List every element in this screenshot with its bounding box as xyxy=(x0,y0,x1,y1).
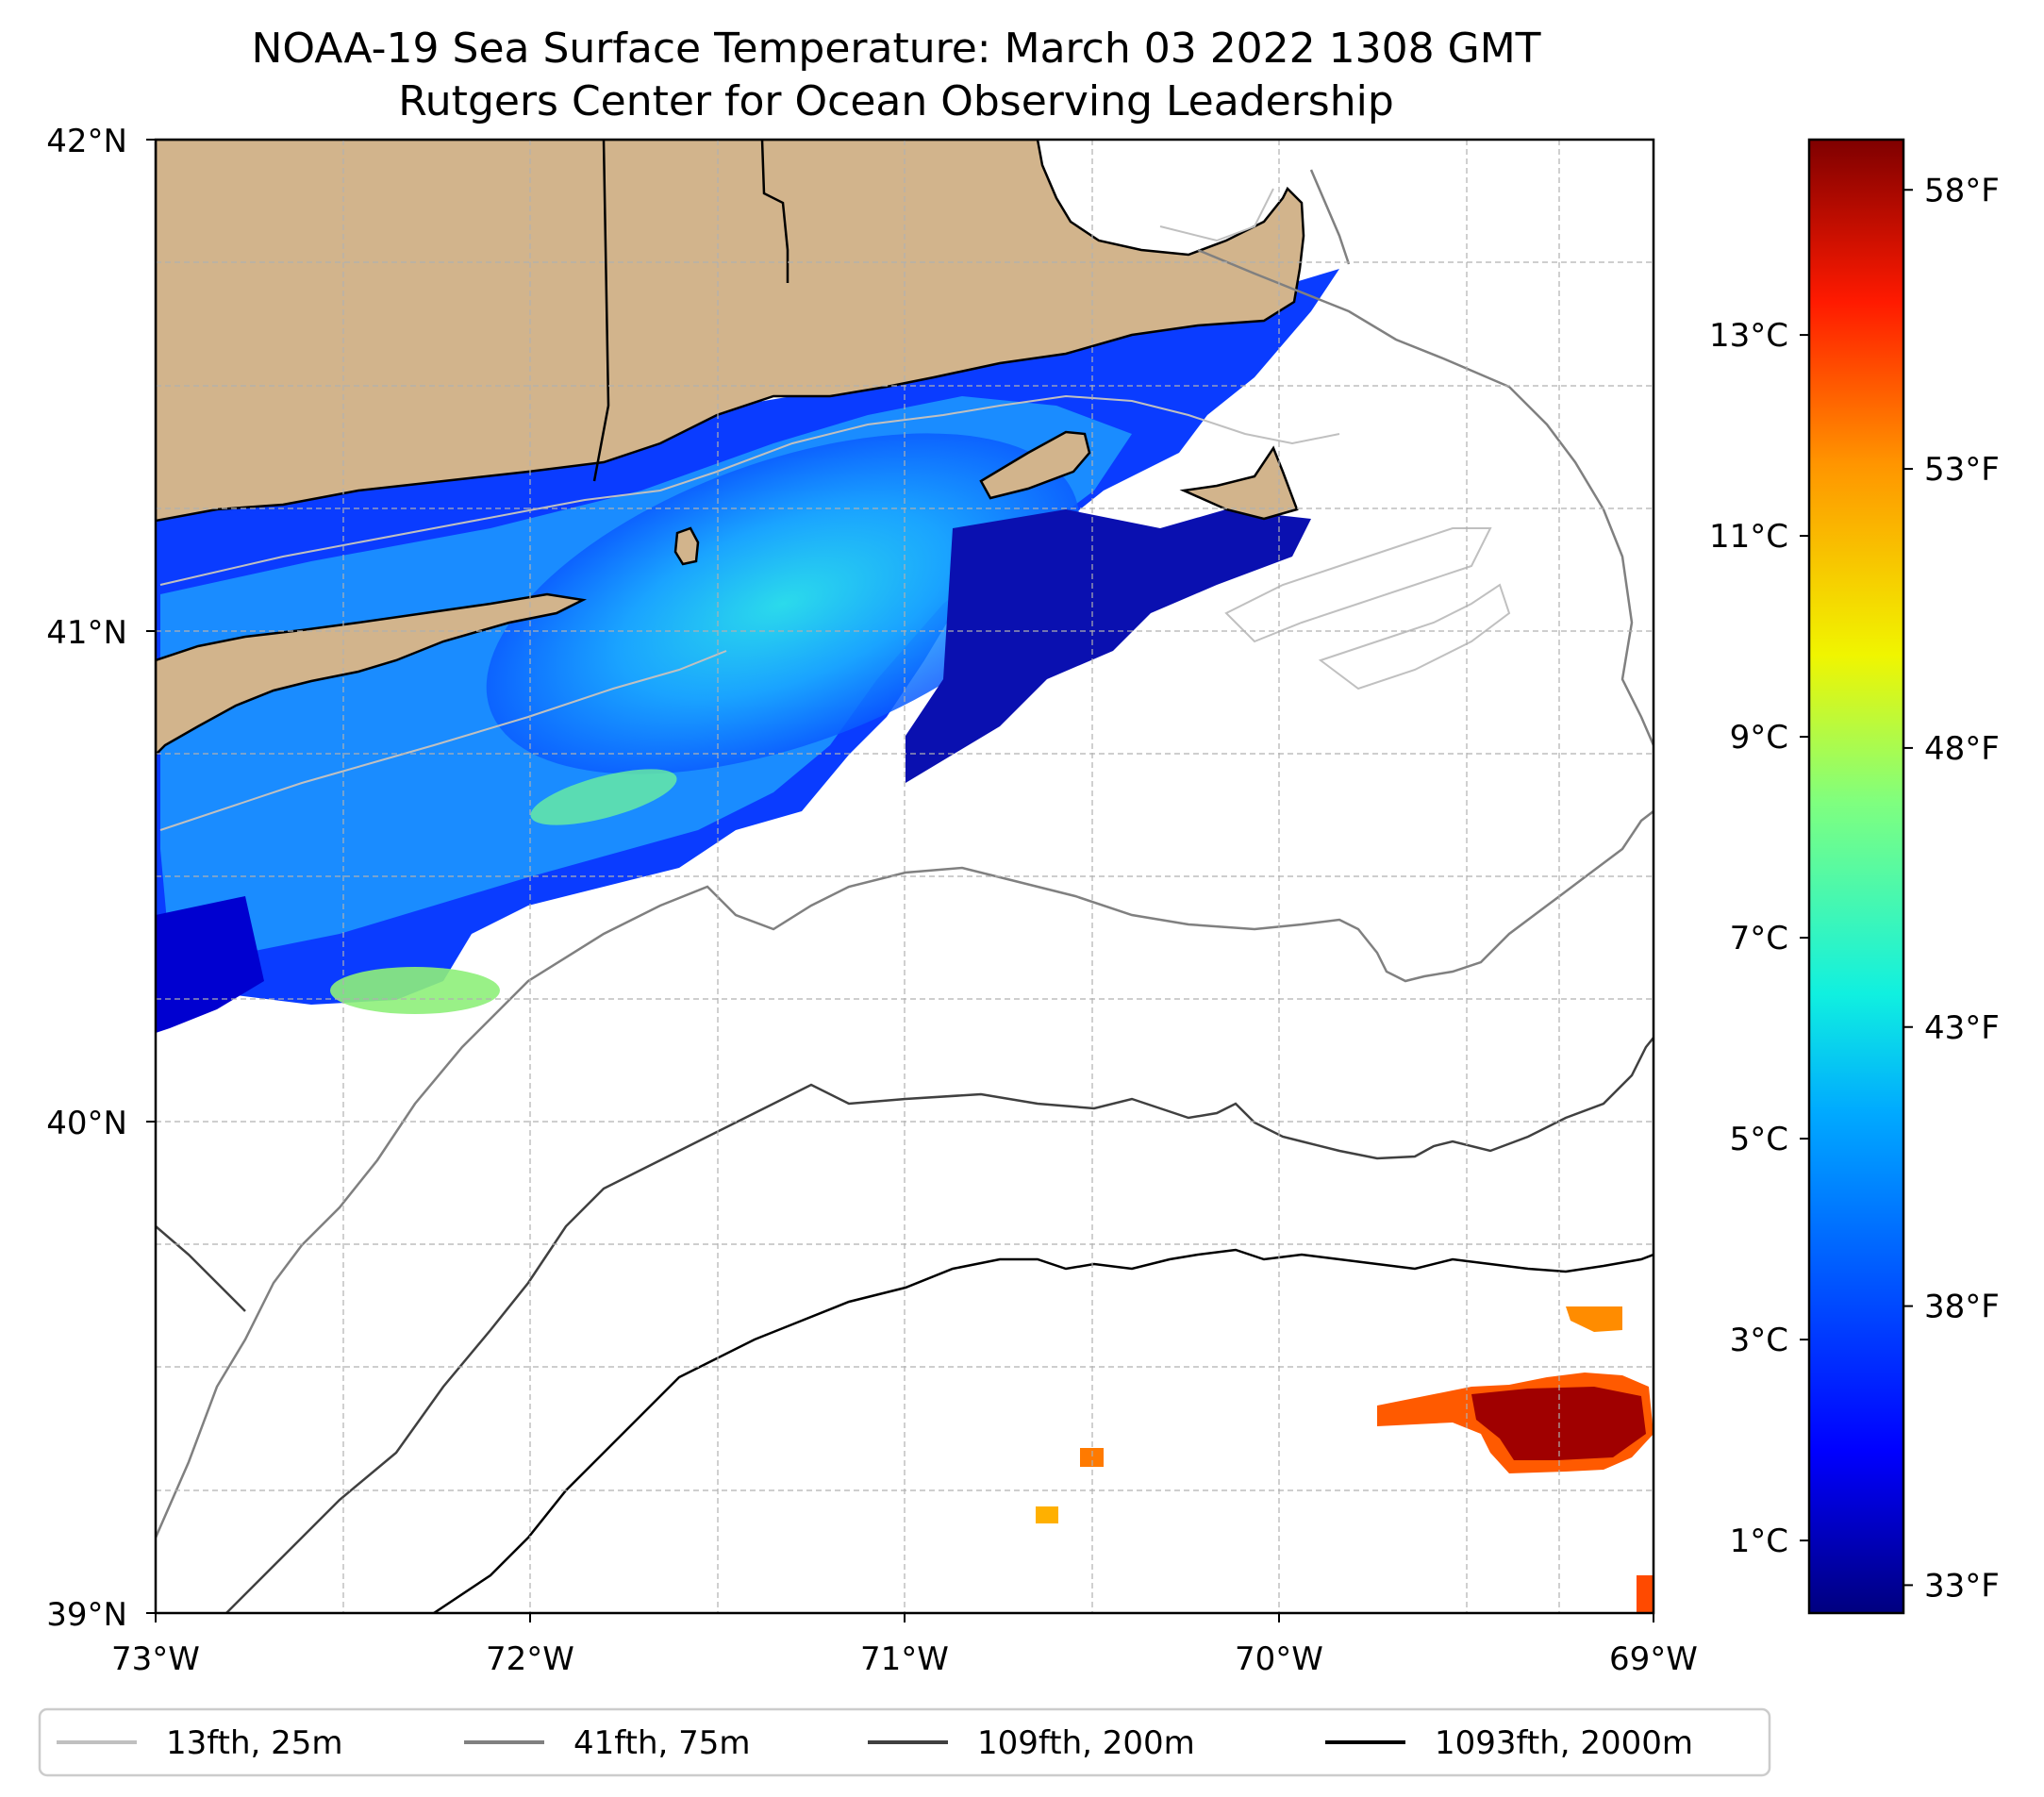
colorbar-celsius-tick-label: 9°C xyxy=(1730,719,1788,757)
sst-warm-speck-2 xyxy=(1036,1506,1058,1523)
colorbar-celsius-ticks: 1°C 3°C 5°C 7°C 9°C 11°C 13°C xyxy=(1709,317,1809,1560)
latitude-axis: 42°N 41°N 40°N 39°N xyxy=(46,123,156,1634)
title-line-2: Rutgers Center for Ocean Observing Leade… xyxy=(398,77,1394,125)
sst-green-patch-1 xyxy=(530,769,677,825)
land-nantucket xyxy=(1179,445,1299,521)
land-marthas-vineyard xyxy=(979,430,1091,500)
title-line-1: NOAA-19 Sea Surface Temperature: March 0… xyxy=(251,25,1540,73)
colorbar-fahrenheit-tick-label: 43°F xyxy=(1924,1009,2000,1047)
bathymetry-200m xyxy=(156,1037,1653,1613)
legend-label-2000m: 1093fth, 2000m xyxy=(1435,1724,1693,1762)
colorbar-celsius-tick-label: 11°C xyxy=(1709,518,1788,556)
legend-label-75m: 41fth, 75m xyxy=(573,1724,751,1762)
bathymetry-25m xyxy=(159,188,1511,831)
colorbar-fahrenheit-tick-label: 58°F xyxy=(1924,172,2000,209)
colorbar-fahrenheit-tick-label: 38°F xyxy=(1924,1289,2000,1326)
sst-green-patch-2 xyxy=(330,967,500,1014)
lat-tick-40: 40°N xyxy=(46,1105,127,1142)
lat-tick-41: 41°N xyxy=(46,614,127,652)
longitude-axis: 73°W 72°W 71°W 70°W 69°W xyxy=(111,1613,1698,1678)
legend-label-200m: 109fth, 200m xyxy=(977,1724,1195,1762)
lon-tick-72: 72°W xyxy=(486,1640,574,1678)
colorbar-celsius-tick-label: 1°C xyxy=(1730,1522,1788,1560)
colorbar: 1°C 3°C 5°C 7°C 9°C 11°C 13°C 33°F 38°F 43°F 48°F… xyxy=(1709,138,2000,1615)
lat-tick-42: 42°N xyxy=(46,123,127,160)
lat-tick-39: 39°N xyxy=(46,1596,127,1634)
contour-legend: 13fth, 25m 41fth, 75m 109fth, 200m 1093f… xyxy=(38,1707,1771,1777)
colorbar-fahrenheit-tick-label: 33°F xyxy=(1924,1567,2000,1605)
state-borders xyxy=(592,140,789,482)
colorbar-celsius-tick-label: 7°C xyxy=(1730,920,1788,957)
colorbar-fahrenheit-tick-label: 48°F xyxy=(1924,730,2000,768)
sst-warm-speck-4 xyxy=(1566,1306,1622,1332)
land-connecticut-rhode-island-massachusetts xyxy=(156,140,1305,523)
lon-tick-69: 69°W xyxy=(1609,1640,1698,1678)
map-area xyxy=(156,140,1653,1613)
sst-warm-speck-1 xyxy=(1080,1448,1104,1467)
lon-tick-71: 71°W xyxy=(860,1640,949,1678)
bathymetry-75m xyxy=(156,169,1653,1539)
sst-south-dark-edge xyxy=(156,896,264,1033)
colorbar-celsius-tick-label: 3°C xyxy=(1730,1322,1788,1359)
sst-warm-speck-3 xyxy=(1637,1575,1653,1613)
bathymetry-2000m xyxy=(433,1248,1653,1613)
sst-mild-plume xyxy=(486,433,1080,774)
lon-tick-73: 73°W xyxy=(111,1640,200,1678)
land-long-island xyxy=(156,592,588,757)
colorbar-gradient xyxy=(1807,138,1905,1615)
colorbar-celsius-tick-label: 5°C xyxy=(1730,1121,1788,1158)
sst-dark-blue-region xyxy=(906,509,1311,783)
gridlines xyxy=(156,140,1653,1613)
colorbar-fahrenheit-tick-label: 53°F xyxy=(1924,451,2000,489)
land-block-island xyxy=(673,526,700,566)
colorbar-celsius-tick-label: 13°C xyxy=(1709,317,1788,355)
lon-tick-70: 70°W xyxy=(1235,1640,1323,1678)
colorbar-fahrenheit-ticks: 33°F 38°F 43°F 48°F 53°F 58°F xyxy=(1903,172,2000,1605)
legend-label-25m: 13fth, 25m xyxy=(166,1724,343,1762)
